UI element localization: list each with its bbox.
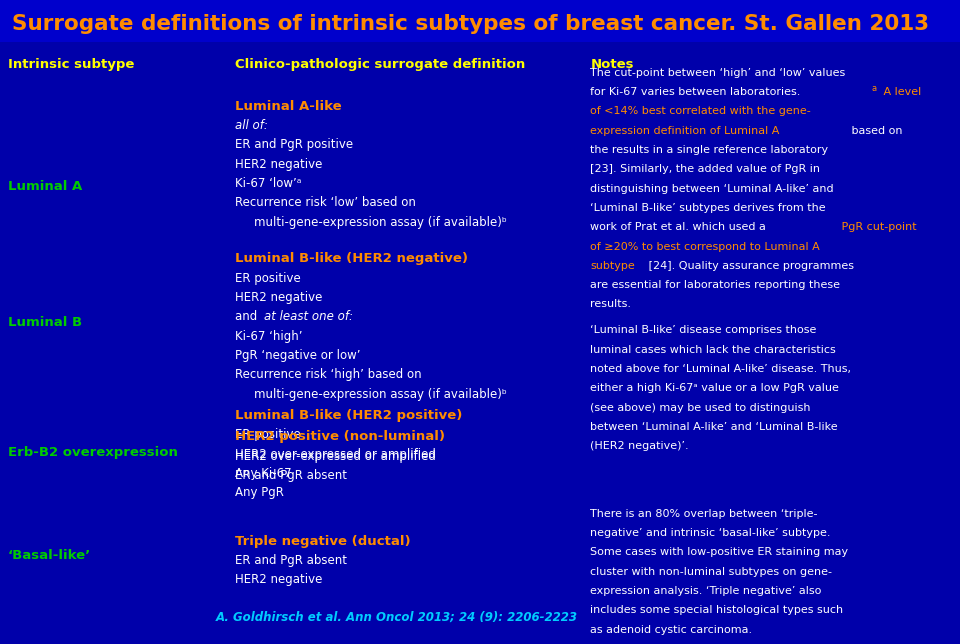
Text: Some cases with low-positive ER staining may: Some cases with low-positive ER staining… <box>590 547 849 558</box>
Text: Notes: Notes <box>590 58 634 71</box>
Text: expression analysis. ‘Triple negative’ also: expression analysis. ‘Triple negative’ a… <box>590 586 822 596</box>
Text: of <14% best correlated with the gene-: of <14% best correlated with the gene- <box>590 106 811 117</box>
Text: based on: based on <box>848 126 902 136</box>
Text: subtype: subtype <box>590 261 636 271</box>
Text: ER positive: ER positive <box>235 272 300 285</box>
Text: as adenoid cystic carcinoma.: as adenoid cystic carcinoma. <box>590 625 753 635</box>
Text: HER2 over-expressed or amplified: HER2 over-expressed or amplified <box>235 450 436 462</box>
Text: all of:: all of: <box>235 119 268 132</box>
Text: work of Prat et al. which used a: work of Prat et al. which used a <box>590 222 766 232</box>
Text: and: and <box>235 310 261 323</box>
Text: There is an 80% overlap between ‘triple-: There is an 80% overlap between ‘triple- <box>590 509 818 519</box>
Text: Luminal A: Luminal A <box>8 180 82 193</box>
Text: includes some special histological types such: includes some special histological types… <box>590 605 844 616</box>
Text: of ≥20% to best correspond to Luminal A: of ≥20% to best correspond to Luminal A <box>590 242 820 252</box>
Text: Surrogate definitions of intrinsic subtypes of breast cancer. St. Gallen 2013: Surrogate definitions of intrinsic subty… <box>12 14 928 35</box>
Text: ER and PgR absent: ER and PgR absent <box>235 469 348 482</box>
Text: The cut-point between ‘high’ and ‘low’ values: The cut-point between ‘high’ and ‘low’ v… <box>590 68 846 78</box>
Text: Any PgR: Any PgR <box>235 486 284 499</box>
Text: ER and PgR absent: ER and PgR absent <box>235 554 348 567</box>
Text: Recurrence risk ‘high’ based on: Recurrence risk ‘high’ based on <box>235 368 421 381</box>
Text: expression definition of Luminal A: expression definition of Luminal A <box>590 126 780 136</box>
Text: HER2 negative: HER2 negative <box>235 573 323 586</box>
Text: Recurrence risk ‘low’ based on: Recurrence risk ‘low’ based on <box>235 196 416 209</box>
Text: luminal cases which lack the characteristics: luminal cases which lack the characteris… <box>590 345 836 355</box>
Text: (HER2 negative)’.: (HER2 negative)’. <box>590 441 689 451</box>
Text: (see above) may be used to distinguish: (see above) may be used to distinguish <box>590 402 811 413</box>
Text: Intrinsic subtype: Intrinsic subtype <box>8 58 134 71</box>
Text: are essential for laboratories reporting these: are essential for laboratories reporting… <box>590 280 840 290</box>
Text: noted above for ‘Luminal A-like’ disease. Thus,: noted above for ‘Luminal A-like’ disease… <box>590 364 852 374</box>
Text: multi-gene-expression assay (if available)ᵇ: multi-gene-expression assay (if availabl… <box>254 388 507 401</box>
Text: ER and PgR positive: ER and PgR positive <box>235 138 353 151</box>
Text: Luminal A-like: Luminal A-like <box>235 100 342 113</box>
Text: a: a <box>872 84 876 93</box>
Text: Luminal B-like (HER2 positive): Luminal B-like (HER2 positive) <box>235 409 463 422</box>
Text: Luminal B: Luminal B <box>8 316 82 328</box>
Text: ER positive: ER positive <box>235 428 300 441</box>
Text: ‘Basal-like’: ‘Basal-like’ <box>8 549 91 562</box>
Text: multi-gene-expression assay (if available)ᵇ: multi-gene-expression assay (if availabl… <box>254 216 507 229</box>
Text: either a high Ki-67ᵃ value or a low PgR value: either a high Ki-67ᵃ value or a low PgR … <box>590 383 839 393</box>
Text: PgR ‘negative or low’: PgR ‘negative or low’ <box>235 349 361 362</box>
Text: HER2 positive (non-luminal): HER2 positive (non-luminal) <box>235 430 445 443</box>
Text: between ‘Luminal A-like’ and ‘Luminal B-like: between ‘Luminal A-like’ and ‘Luminal B-… <box>590 422 838 432</box>
Text: [24]. Quality assurance programmes: [24]. Quality assurance programmes <box>645 261 854 271</box>
Text: Erb-B2 overexpression: Erb-B2 overexpression <box>8 446 178 459</box>
Text: ‘Luminal B-like’ disease comprises those: ‘Luminal B-like’ disease comprises those <box>590 325 817 336</box>
Text: Triple negative (ductal): Triple negative (ductal) <box>235 535 411 547</box>
Text: Any Ki-67: Any Ki-67 <box>235 467 292 480</box>
FancyBboxPatch shape <box>0 0 960 42</box>
Text: Ki-67 ‘low’ᵃ: Ki-67 ‘low’ᵃ <box>235 177 301 190</box>
Text: the results in a single reference laboratory: the results in a single reference labora… <box>590 145 828 155</box>
Text: A level: A level <box>880 87 922 97</box>
Text: HER2 over-expressed or amplified: HER2 over-expressed or amplified <box>235 448 436 460</box>
Text: ‘Luminal B-like’ subtypes derives from the: ‘Luminal B-like’ subtypes derives from t… <box>590 203 826 213</box>
Text: Ki-67 ‘high’: Ki-67 ‘high’ <box>235 330 302 343</box>
Text: at least one of:: at least one of: <box>264 310 353 323</box>
Text: HER2 negative: HER2 negative <box>235 291 323 304</box>
Text: PgR cut-point: PgR cut-point <box>838 222 917 232</box>
Text: Clinico-pathologic surrogate definition: Clinico-pathologic surrogate definition <box>235 58 525 71</box>
Text: A. Goldhirsch et al. Ann Oncol 2013; 24 (9): 2206-2223: A. Goldhirsch et al. Ann Oncol 2013; 24 … <box>216 611 578 623</box>
Text: for Ki-67 varies between laboratories.: for Ki-67 varies between laboratories. <box>590 87 801 97</box>
Text: results.: results. <box>590 299 632 310</box>
Text: cluster with non-luminal subtypes on gene-: cluster with non-luminal subtypes on gen… <box>590 567 832 577</box>
Text: [23]. Similarly, the added value of PgR in: [23]. Similarly, the added value of PgR … <box>590 164 821 175</box>
Text: distinguishing between ‘Luminal A-like’ and: distinguishing between ‘Luminal A-like’ … <box>590 184 834 194</box>
Text: HER2 negative: HER2 negative <box>235 158 323 171</box>
Text: Luminal B-like (HER2 negative): Luminal B-like (HER2 negative) <box>235 252 468 265</box>
Text: negative’ and intrinsic ‘basal-like’ subtype.: negative’ and intrinsic ‘basal-like’ sub… <box>590 528 831 538</box>
